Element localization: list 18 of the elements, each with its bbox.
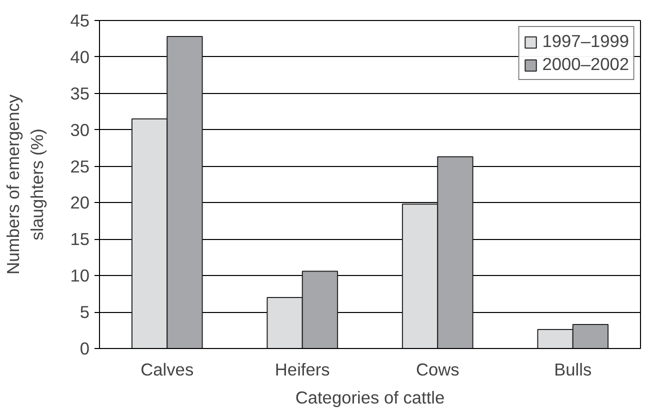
y-tick-label: 35 (70, 83, 90, 104)
y-tick-label: 20 (70, 192, 90, 213)
y-tick-label: 10 (70, 266, 90, 286)
y-tick-label: 0 (80, 338, 90, 358)
x-tick-label: Bulls (554, 360, 592, 380)
x-tick-label: Cows (416, 360, 460, 380)
legend-label: 1997–1999 (542, 31, 629, 52)
y-tick-label: 45 (70, 10, 90, 30)
y-axis-title: Numbers of emergency slaughters (%) (3, 94, 48, 275)
y-tick-label: 25 (70, 156, 90, 176)
legend-label: 2000–2002 (542, 54, 629, 75)
y-tick-label: 15 (70, 229, 90, 250)
y-tick-label: 30 (70, 120, 90, 140)
x-tick-label: Heifers (274, 360, 330, 380)
x-tick-label: Calves (140, 360, 194, 380)
y-tick-label: 40 (70, 46, 90, 67)
x-axis-title: Categories of cattle (295, 388, 445, 408)
y-tick-label: 5 (80, 302, 90, 322)
